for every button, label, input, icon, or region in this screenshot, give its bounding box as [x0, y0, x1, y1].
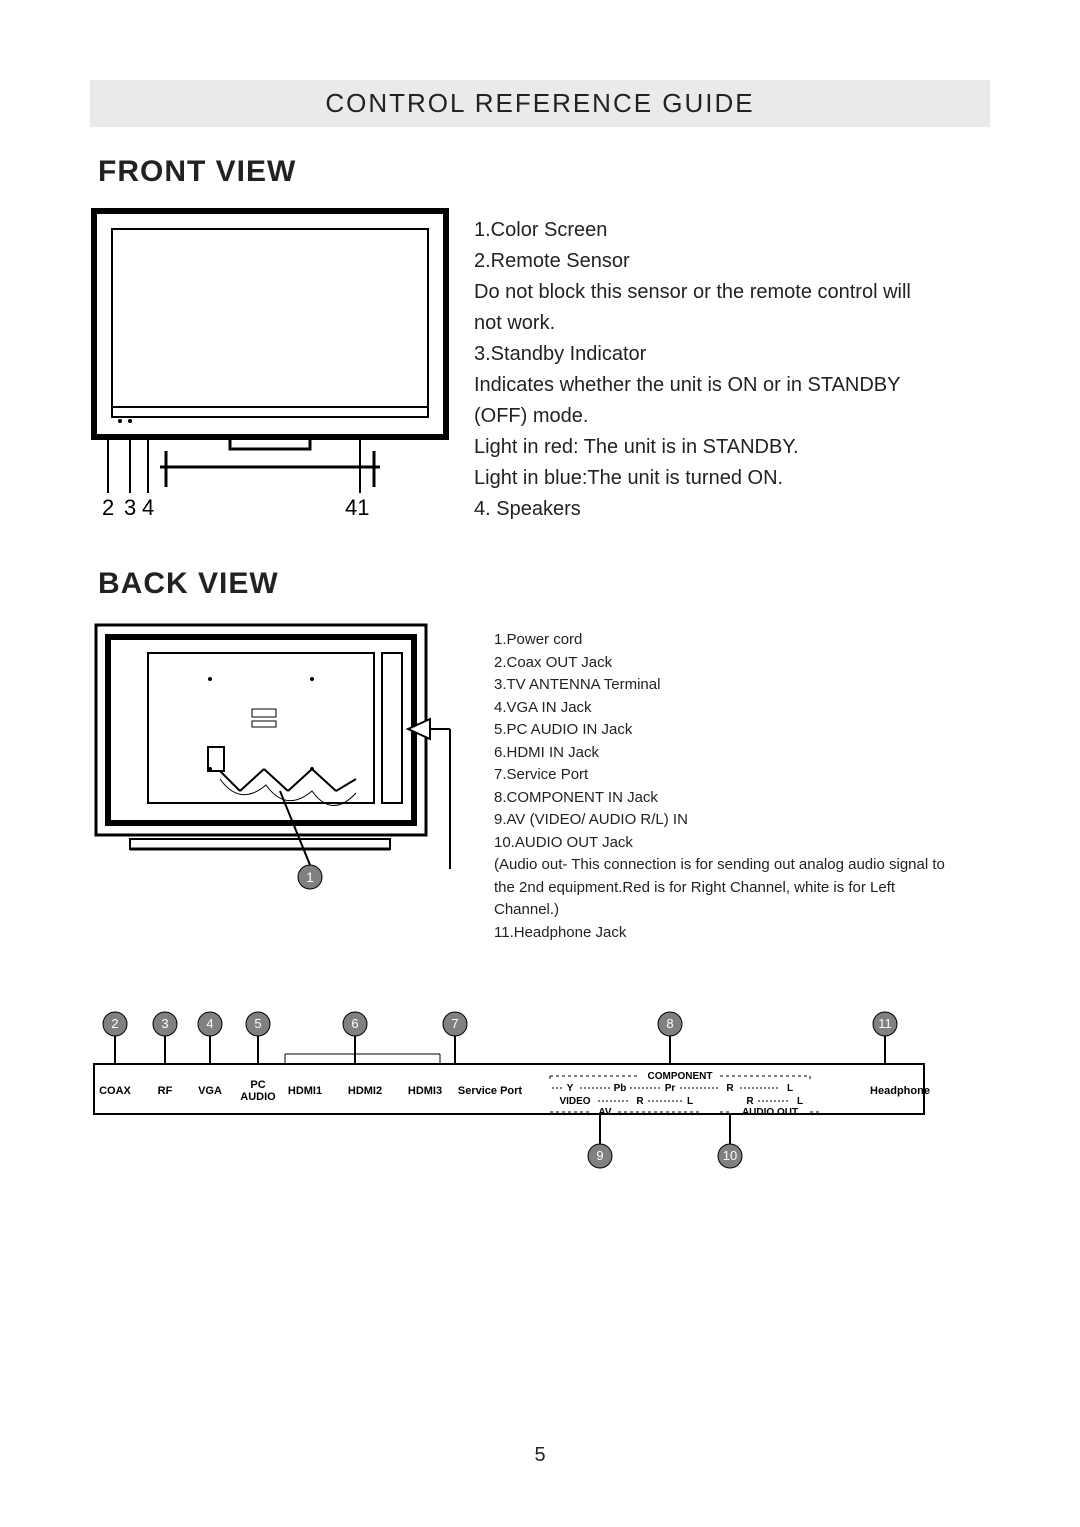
svg-text:3: 3 [161, 1016, 168, 1031]
back-view-title: BACK VIEW [98, 567, 990, 601]
front-view-diagram: 2 3 4 41 [90, 207, 450, 527]
svg-text:AUDIO: AUDIO [240, 1091, 276, 1103]
back-circle-1: 1 [306, 869, 314, 885]
svg-text:L: L [787, 1083, 793, 1094]
back-view-row: 1 1.Power cord 2.Coax OUT Jack 3.TV ANTE… [90, 619, 990, 944]
front-view-title: FRONT VIEW [98, 155, 990, 189]
back-item: 10.AUDIO OUT Jack [494, 832, 954, 855]
svg-text:9: 9 [596, 1148, 603, 1163]
back-item: 1.Power cord [494, 629, 954, 652]
front-item: Light in red: The unit is in STANDBY. [474, 432, 914, 463]
svg-text:5: 5 [254, 1016, 261, 1031]
svg-text:HDMI3: HDMI3 [408, 1085, 442, 1097]
port-strip-diagram: 2 3 4 5 6 7 8 11 COAX RF VGA PC AUDIO HDMI1 HDM… [90, 994, 990, 1199]
svg-text:11: 11 [878, 1016, 892, 1031]
svg-text:10: 10 [723, 1148, 737, 1163]
svg-text:VGA: VGA [198, 1085, 222, 1097]
front-item: Light in blue:The unit is turned ON. [474, 463, 914, 494]
header-title: CONTROL REFERENCE GUIDE [325, 88, 754, 118]
svg-text:COMPONENT: COMPONENT [648, 1071, 713, 1082]
svg-text:7: 7 [451, 1016, 458, 1031]
svg-text:VIDEO: VIDEO [559, 1096, 590, 1107]
front-item: 2.Remote Sensor [474, 246, 914, 277]
svg-text:Y: Y [567, 1083, 574, 1094]
back-item: 3.TV ANTENNA Terminal [494, 674, 954, 697]
back-item: 4.VGA IN Jack [494, 697, 954, 720]
back-item: 9.AV (VIDEO/ AUDIO R/L) IN [494, 809, 954, 832]
svg-text:Pr: Pr [665, 1083, 676, 1094]
back-item: 6.HDMI IN Jack [494, 742, 954, 765]
back-item: 8.COMPONENT IN Jack [494, 787, 954, 810]
svg-text:4: 4 [206, 1016, 213, 1031]
svg-text:RF: RF [158, 1085, 173, 1097]
svg-text:COAX: COAX [99, 1085, 131, 1097]
svg-text:PC: PC [250, 1079, 265, 1091]
front-callout-0: 2 [102, 495, 114, 520]
svg-text:R: R [726, 1083, 734, 1094]
front-callout-2: 4 [142, 495, 154, 520]
front-view-row: 2 3 4 41 1.Color Screen 2.Remote Sensor … [90, 207, 990, 527]
svg-text:L: L [687, 1096, 693, 1107]
back-view-text: 1.Power cord 2.Coax OUT Jack 3.TV ANTENN… [494, 619, 954, 944]
front-callout-1: 3 [124, 495, 136, 520]
back-item: 2.Coax OUT Jack [494, 652, 954, 675]
svg-text:AUDIO OUT: AUDIO OUT [742, 1107, 798, 1118]
svg-text:2: 2 [111, 1016, 118, 1031]
back-item: 5.PC AUDIO IN Jack [494, 719, 954, 742]
front-item: Do not block this sensor or the remote c… [474, 277, 914, 339]
svg-text:R: R [746, 1096, 754, 1107]
svg-text:HDMI1: HDMI1 [288, 1085, 322, 1097]
page-header: CONTROL REFERENCE GUIDE [90, 80, 990, 127]
front-item: 4. Speakers [474, 494, 914, 525]
svg-text:6: 6 [351, 1016, 358, 1031]
back-view-diagram: 1 [90, 619, 470, 919]
back-item: 11.Headphone Jack [494, 922, 954, 945]
svg-text:8: 8 [666, 1016, 673, 1031]
front-item: 3.Standby Indicator [474, 339, 914, 370]
svg-text:Service Port: Service Port [458, 1085, 523, 1097]
svg-text:Pb: Pb [614, 1083, 627, 1094]
svg-text:L: L [797, 1096, 803, 1107]
front-view-text: 1.Color Screen 2.Remote Sensor Do not bl… [474, 207, 914, 527]
front-callout-3: 41 [345, 495, 369, 520]
front-item: 1.Color Screen [474, 215, 914, 246]
front-item: Indicates whether the unit is ON or in S… [474, 370, 914, 432]
back-item: 7.Service Port [494, 764, 954, 787]
back-item: (Audio out- This connection is for sendi… [494, 854, 954, 922]
svg-text:HDMI2: HDMI2 [348, 1085, 382, 1097]
svg-text:Headphone: Headphone [870, 1085, 930, 1097]
page-number: 5 [0, 1444, 1080, 1467]
svg-text:R: R [636, 1096, 644, 1107]
